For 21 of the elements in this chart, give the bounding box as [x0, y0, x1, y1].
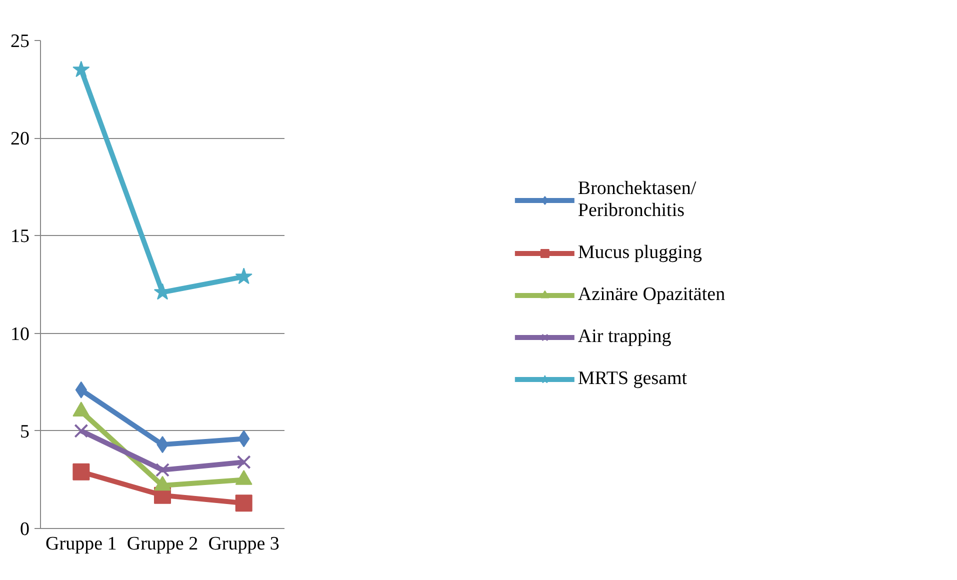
point: [72, 463, 90, 480]
x-tick-label: Gruppe 1: [46, 534, 117, 554]
point: [235, 494, 252, 512]
legend-label: Mucus plugging: [578, 242, 702, 264]
y-tick-label: 15: [10, 226, 30, 248]
point: [236, 455, 251, 470]
x-tick-label: Gruppe 3: [208, 534, 280, 554]
y-tick-label: 25: [10, 31, 30, 52]
y-tick-label: 5: [20, 421, 30, 442]
point: [155, 462, 170, 477]
legend-label: Azinäre Opazitäten: [578, 284, 726, 306]
legend-label: Bronchektasen/ Peribronchitis: [578, 178, 696, 222]
point: [74, 424, 88, 438]
point: [235, 268, 252, 284]
point: [72, 60, 90, 78]
legend-label: MRTS gesamt: [578, 368, 688, 390]
legend-label: Air trapping: [578, 326, 672, 348]
y-tick-label: 10: [10, 324, 30, 345]
y-tick-label: 20: [10, 128, 30, 150]
x-tick-label: Gruppe 2: [126, 534, 198, 554]
y-tick-label: 0: [20, 519, 30, 540]
